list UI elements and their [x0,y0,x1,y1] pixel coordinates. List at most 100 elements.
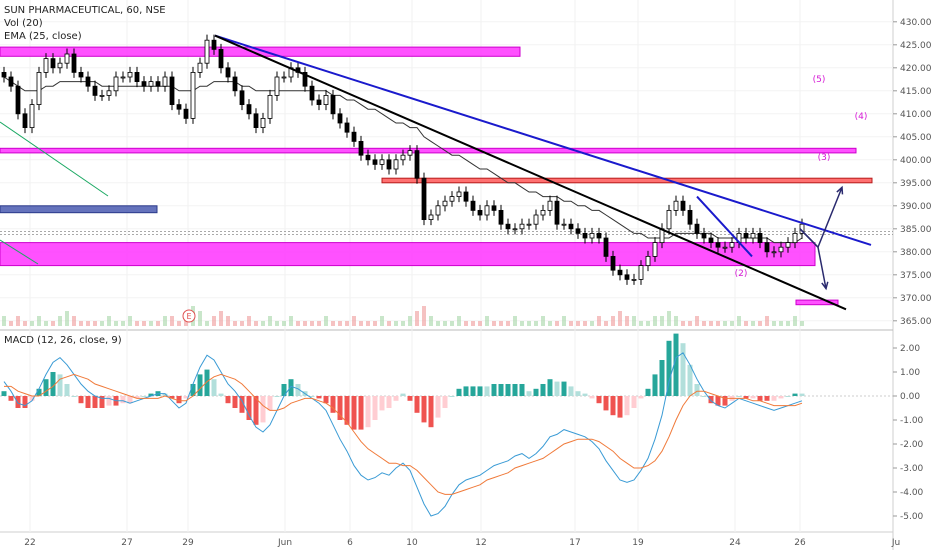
volume-bar [695,316,699,326]
volume-bar [569,321,573,326]
volume-bar [744,321,748,326]
candle-body [253,113,259,129]
candle-body [519,223,525,230]
macd-histogram-bar [771,396,777,401]
macd-histogram-bar [456,388,462,396]
macd-histogram-bar [764,396,770,401]
macd-histogram-bar [400,393,406,396]
macd-histogram-bar [701,396,707,397]
candle-body [701,232,707,239]
volume-bar [688,321,692,326]
candle-body [15,85,21,115]
macd-y-tick-label: 0.00 [900,392,920,402]
x-tick-label: 6 [347,538,353,548]
candle-body [757,232,763,243]
x-tick-label: 10 [406,538,418,548]
volume-bar [16,316,20,326]
candle-body [351,131,357,142]
macd-histogram-bar [470,386,476,396]
macd-histogram-bar [64,384,70,396]
candle-body [407,150,413,156]
candle-body [134,72,140,83]
volume-bar [667,311,671,326]
volume-bar [401,321,405,326]
candle-body [442,200,448,207]
macd-histogram-bar [36,388,42,396]
candle-body [141,81,147,87]
candle-body [309,85,315,101]
macd-histogram-bar [162,393,168,396]
candle-body [120,76,126,79]
y-tick-label: 425.00 [900,41,932,51]
y-tick-label: 395.00 [900,179,932,189]
volume-bar [779,321,783,326]
candle-body [274,76,280,96]
macd-histogram-bar [15,396,21,408]
support-trendline [214,34,847,311]
resistance-trendline [214,34,872,246]
volume-bar [492,321,496,326]
y-tick-label: 420.00 [900,64,932,74]
macd-histogram-bar [85,396,91,408]
short-blue-trendline [696,195,753,258]
volume-bar [30,321,34,326]
macd-histogram-bar [260,396,266,423]
macd-histogram-bar [610,396,616,416]
volume-bar [786,321,790,326]
macd-histogram-bar [232,396,238,408]
candle-body [568,223,574,230]
candle-body [715,242,721,248]
candle-body [750,232,756,239]
volume-bar [226,316,230,326]
y-tick-label: 400.00 [900,156,932,166]
volume-bar [142,321,146,326]
volume-bar [576,321,580,326]
volume-bar [275,321,279,326]
candle-body [211,39,217,50]
y-tick-label: 385.00 [900,225,932,235]
x-tick-label: 24 [729,538,741,548]
wave-label: (3) [818,153,831,163]
volume-bar [730,321,734,326]
candle-body [561,223,567,226]
wave-label: (2) [735,269,748,279]
volume-bar [408,316,412,326]
volume-bar [198,311,202,326]
x-tick-label: 22 [24,538,35,548]
x-tick-label: 12 [475,538,486,548]
volume-bar [387,321,391,326]
volume-bar [373,321,377,326]
candle-body [127,72,133,78]
candle-body [106,90,112,96]
candle-body [36,72,42,106]
macd-y-tick-label: -1.00 [900,416,924,426]
volume-bar [604,321,608,326]
trend-layer: (5) (4) (3) (2) E [182,34,872,323]
macd-histogram-bar [225,396,231,404]
price-zone [795,299,839,306]
candle-body [92,85,98,96]
y-tick-label: 410.00 [900,110,932,120]
volume-bar [681,321,685,326]
volume-bar [639,321,643,326]
candle-body [792,232,798,243]
macd-layer [1,333,805,517]
volume-bar [429,316,433,326]
candle-body [386,159,392,170]
volume-bar [506,321,510,326]
main-legend: SUN PHARMACEUTICAL, 60, NSE Vol (20) EMA… [4,4,166,43]
macd-histogram-bar [365,396,371,428]
volume-bar [254,321,258,326]
candle-body [610,255,616,271]
y-tick-label: 375.00 [900,271,932,281]
candle-body [218,49,224,69]
volume-bar [219,311,223,326]
macd-histogram-bar [351,396,357,430]
candle-body [64,53,70,64]
candle-body [197,62,203,73]
candle-body [463,191,469,202]
candle-body [176,104,182,110]
candle-body [540,209,546,216]
candle-body [365,154,371,161]
